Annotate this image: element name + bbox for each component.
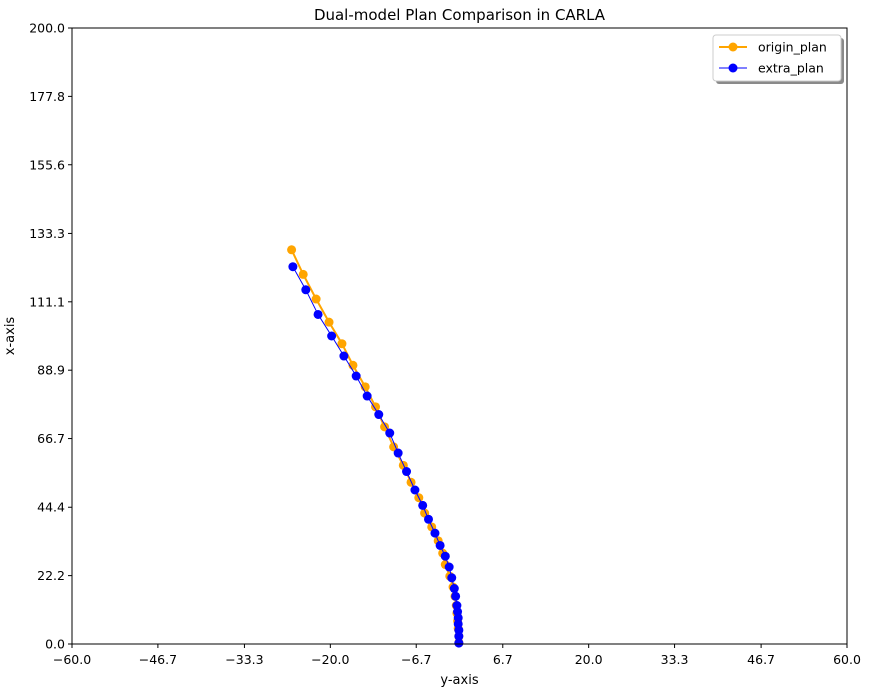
y-axis-label: x-axis — [3, 317, 18, 356]
axes-frame — [71, 27, 848, 645]
series-extra_plan — [288, 262, 464, 648]
y-tick-label: 133.3 — [29, 226, 65, 241]
legend-marker-origin_plan — [728, 42, 738, 52]
y-tick-label: 200.0 — [29, 21, 65, 36]
x-axis-label: y-axis — [440, 673, 478, 688]
data-point-extra_plan-21 — [362, 391, 372, 401]
data-point-extra_plan-1 — [454, 631, 464, 641]
data-point-origin_plan-26 — [287, 245, 297, 255]
data-point-extra_plan-13 — [430, 528, 440, 538]
x-tick-label: 46.7 — [747, 652, 775, 667]
legend-label-extra_plan: extra_plan — [758, 61, 824, 76]
x-tick-label: −20.0 — [311, 652, 349, 667]
x-tick-label: 20.0 — [575, 652, 603, 667]
data-point-origin_plan-23 — [324, 317, 334, 327]
x-tick-label: 60.0 — [833, 652, 861, 667]
data-point-origin_plan-25 — [298, 269, 308, 279]
data-point-extra_plan-24 — [327, 331, 337, 341]
y-tick-label: 155.6 — [29, 157, 65, 172]
data-point-extra_plan-27 — [288, 262, 298, 272]
data-point-extra_plan-19 — [385, 428, 395, 438]
x-tick-label: 6.7 — [493, 652, 513, 667]
chart-title: Dual-model Plan Comparison in CARLA — [314, 6, 606, 24]
data-point-extra_plan-23 — [339, 351, 349, 361]
data-point-extra_plan-15 — [418, 500, 428, 510]
data-point-extra_plan-3 — [453, 619, 463, 629]
x-tick-label: −6.7 — [401, 652, 431, 667]
x-tick-label: 33.3 — [661, 652, 689, 667]
data-point-origin_plan-17 — [389, 442, 399, 452]
y-tick-label: 22.2 — [37, 568, 65, 583]
data-point-origin_plan-24 — [311, 294, 321, 304]
data-point-origin_plan-18 — [380, 422, 390, 432]
x-tick-label: −33.3 — [225, 652, 263, 667]
data-point-extra_plan-14 — [424, 514, 433, 524]
y-tick-label: 111.1 — [29, 294, 65, 309]
x-tick-label: −46.7 — [139, 652, 177, 667]
data-point-extra_plan-26 — [301, 285, 311, 295]
data-point-extra_plan-25 — [313, 309, 323, 319]
data-point-origin_plan-22 — [337, 339, 347, 349]
data-point-extra_plan-17 — [402, 467, 412, 477]
legend: origin_plan extra_plan — [712, 34, 844, 84]
data-point-origin_plan-19 — [371, 402, 381, 412]
plot-area: −60.0 −46.7 −33.3 −20.0 −6.7 6.7 20.0 33.3 46.7 6… — [29, 21, 861, 668]
data-point-extra_plan-9 — [447, 573, 457, 583]
data-point-extra_plan-6 — [452, 601, 462, 610]
x-tick-label: −60.0 — [53, 652, 91, 667]
data-point-extra_plan-20 — [374, 410, 384, 420]
y-tick-label: 0.0 — [45, 637, 65, 652]
y-tick-label: 88.9 — [37, 363, 65, 378]
data-point-extra_plan-16 — [410, 485, 420, 495]
y-tick-label: 66.7 — [37, 431, 65, 446]
data-point-extra_plan-11 — [440, 551, 450, 561]
data-point-extra_plan-10 — [444, 562, 454, 572]
y-tick-label: 44.4 — [37, 500, 65, 515]
data-point-extra_plan-8 — [449, 584, 459, 594]
legend-label-origin_plan: origin_plan — [758, 40, 827, 55]
y-tick-label: 177.8 — [29, 89, 65, 104]
legend-marker-extra_plan — [728, 63, 738, 73]
data-point-extra_plan-12 — [435, 540, 445, 550]
data-point-extra_plan-7 — [451, 591, 461, 601]
data-point-extra_plan-0 — [454, 638, 464, 648]
data-point-extra_plan-22 — [351, 371, 361, 381]
data-point-extra_plan-18 — [393, 448, 403, 458]
